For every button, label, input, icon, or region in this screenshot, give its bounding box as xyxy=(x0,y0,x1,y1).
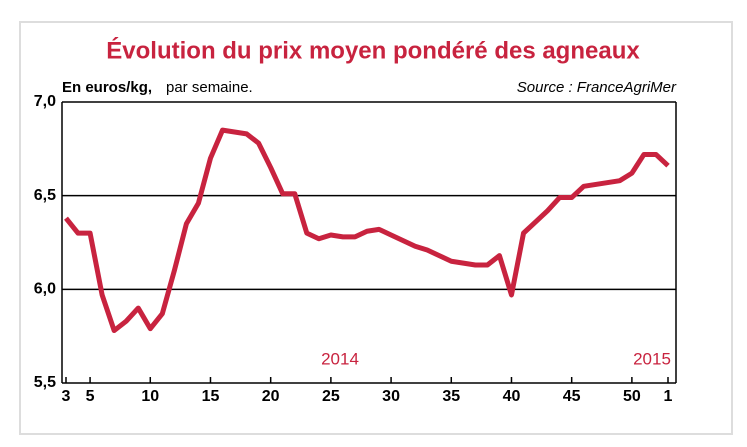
x-tick-label: 15 xyxy=(202,388,220,405)
x-tick-label: 20 xyxy=(262,388,280,405)
source: Source : FranceAgriMer xyxy=(517,79,677,96)
x-tick-label: 1 xyxy=(664,388,673,405)
subtitle-bold: En euros/kg, xyxy=(62,79,152,96)
x-tick-label: 50 xyxy=(623,388,641,405)
chart-title: Évolution du prix moyen pondéré des agne… xyxy=(106,36,640,64)
x-tick-label: 10 xyxy=(141,388,159,405)
x-tick-label: 40 xyxy=(503,388,521,405)
y-tick-label: 6,0 xyxy=(34,281,56,298)
x-tick-label: 30 xyxy=(382,388,400,405)
data-line xyxy=(64,127,670,334)
x-tick-label: 35 xyxy=(442,388,460,405)
x-tick-label: 5 xyxy=(86,388,95,405)
x-tick-label: 45 xyxy=(563,388,581,405)
x-tick-label: 25 xyxy=(322,388,340,405)
x-tick-label: 3 xyxy=(62,388,71,405)
annotation: 2014 xyxy=(321,349,359,368)
y-tick-label: 7,0 xyxy=(34,93,56,110)
y-tick-label: 5,5 xyxy=(34,374,56,391)
y-tick-label: 6,5 xyxy=(34,187,56,204)
subtitle: par semaine. xyxy=(166,79,253,96)
annotation: 2015 xyxy=(633,349,671,368)
